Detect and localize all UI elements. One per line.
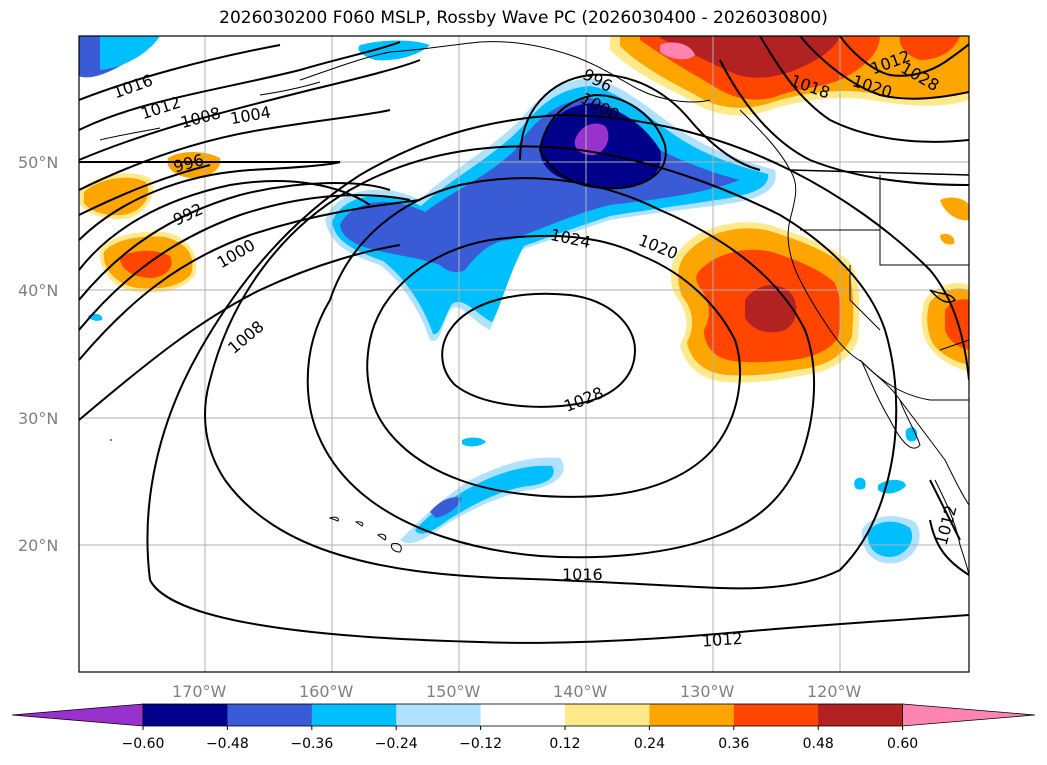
colorbar-segment bbox=[480, 704, 566, 726]
colorbar-segment bbox=[565, 704, 650, 726]
lon-label: 160°W bbox=[299, 682, 354, 701]
colorbar-tick-label: −0.24 bbox=[375, 736, 418, 752]
colorbar-tick-label: −0.48 bbox=[206, 736, 249, 752]
colorbar-tick-label: −0.36 bbox=[290, 736, 333, 752]
colorbar-frame bbox=[142, 703, 903, 727]
map-title: 2026030200 F060 MSLP, Rossby Wave PC (20… bbox=[219, 8, 828, 28]
lat-label: 50°N bbox=[18, 153, 58, 172]
isobars bbox=[79, 36, 969, 644]
colorbar-segment bbox=[818, 704, 904, 726]
colorbar-tick-label: 0.12 bbox=[549, 736, 580, 752]
colorbar-tick-label: 0.60 bbox=[887, 736, 918, 752]
colorbar-tick-label: −0.12 bbox=[459, 736, 502, 752]
map-body: 1016 1012 1008 1004 996 992 1000 1008 99… bbox=[79, 36, 969, 672]
colorbar-tick-label: −0.60 bbox=[122, 736, 165, 752]
colorbar-tick-label: 0.48 bbox=[803, 736, 834, 752]
lon-label: 150°W bbox=[426, 682, 481, 701]
lat-label: 30°N bbox=[18, 409, 58, 428]
lon-label: 130°W bbox=[680, 682, 735, 701]
lon-label: 120°W bbox=[807, 682, 862, 701]
colorbar-segment bbox=[227, 704, 313, 726]
colorbar-segment bbox=[311, 704, 397, 726]
map-frame bbox=[78, 35, 970, 673]
colorbar-segment bbox=[143, 704, 228, 726]
lat-label: 40°N bbox=[18, 281, 58, 300]
lon-label: 140°W bbox=[553, 682, 608, 701]
longitude-labels: 170°W 160°W 150°W 140°W 130°W 120°W bbox=[172, 682, 862, 701]
colorbar-tick-label: 0.24 bbox=[634, 736, 665, 752]
colorbar-tick-label: 0.36 bbox=[718, 736, 749, 752]
negative-anomaly-region bbox=[79, 36, 920, 564]
lon-label: 170°W bbox=[172, 682, 227, 701]
isobar-label: 1012 bbox=[701, 629, 743, 651]
lat-label: 20°N bbox=[18, 536, 58, 555]
colorbar-extend-min bbox=[11, 703, 144, 727]
coastlines bbox=[99, 41, 969, 576]
colorbar: −0.60 −0.48 −0.36 −0.24 −0.12 0.12 0.24 0.36 0.4… bbox=[11, 703, 1036, 752]
colorbar-segment bbox=[396, 704, 482, 726]
latitude-labels: 50°N 40°N 30°N 20°N bbox=[18, 153, 58, 555]
colorbar-segment bbox=[733, 704, 819, 726]
colorbar-extend-max bbox=[902, 703, 1036, 727]
isobar-label: 1016 bbox=[562, 565, 603, 584]
graticule bbox=[79, 36, 969, 672]
colorbar-segment bbox=[649, 704, 735, 726]
